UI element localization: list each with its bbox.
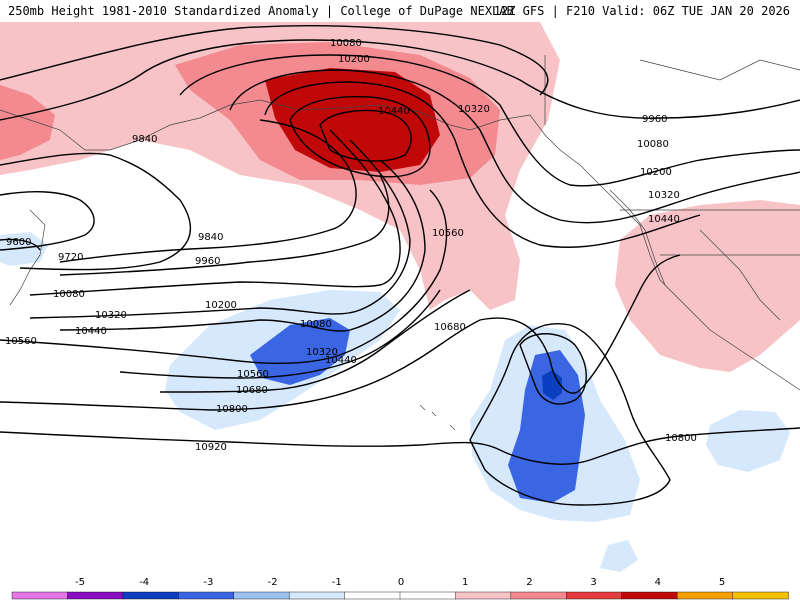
contour-label: 10440: [378, 106, 410, 117]
contour-label: 10080: [53, 289, 85, 300]
contour-label: 9720: [58, 252, 83, 263]
contour-label: 10800: [665, 433, 697, 444]
colorbar-tick-label: -5: [75, 577, 85, 588]
contour-label: 10440: [648, 214, 680, 225]
contour-label: 10320: [648, 190, 680, 201]
contour-label: 10200: [205, 300, 237, 311]
colorbar-tick-label: 0: [398, 577, 404, 588]
colorbar-segment: [399, 591, 457, 600]
negative-anomaly-shading: [0, 232, 790, 572]
positive-anomaly-shading: [0, 22, 800, 372]
map-title: 250mb Height 1981-2010 Standardized Anom…: [8, 4, 514, 18]
colorbar-segment: [566, 591, 623, 600]
contour-label: 10320: [95, 310, 127, 321]
anomaly-colorbar: -5 -4 -3 -2 -1 0 1 2 3 4 5: [11, 577, 789, 600]
colorbar-ticks: -5 -4 -3 -2 -1 0 1 2 3 4 5: [75, 577, 725, 588]
contour-label: 10560: [432, 228, 464, 239]
contour-label: 10560: [237, 369, 269, 380]
contour-label: 10680: [236, 385, 268, 396]
anomaly-map: 10080 10200 10440 10320 9960 10080 10200…: [0, 22, 800, 572]
contour-label: 9840: [132, 134, 157, 145]
colorbar-segment: [455, 591, 512, 600]
contour-label: 9960: [195, 256, 220, 267]
colorbar-tick-label: -3: [203, 577, 213, 588]
colorbar-segment: [11, 591, 69, 600]
colorbar-tick-label: 5: [719, 577, 725, 588]
contour-label: 9600: [6, 237, 31, 248]
contour-label: 10320: [306, 347, 338, 358]
contour-label: 10440: [75, 326, 107, 337]
colorbar-tick-label: 3: [590, 577, 596, 588]
colorbar-segment: [233, 591, 290, 600]
colorbar-tick-label: -4: [139, 577, 149, 588]
colorbar-segment: [732, 591, 789, 600]
contour-label: 10200: [338, 54, 370, 65]
coastlines: [0, 55, 800, 431]
colorbar-segment: [288, 591, 346, 600]
height-contours: [0, 25, 800, 506]
contour-label: 10920: [195, 442, 227, 453]
contour-label: 10200: [640, 167, 672, 178]
title-bar: 250mb Height 1981-2010 Standardized Anom…: [0, 0, 800, 22]
contour-label: 10440: [325, 355, 357, 366]
contour-label: 10680: [434, 322, 466, 333]
colorbar-segment: [122, 591, 179, 600]
model-valid-time: 12Z GFS | F210 Valid: 06Z TUE JAN 20 202…: [493, 4, 790, 18]
colorbar-segment: [510, 591, 567, 600]
contour-label: 10320: [458, 104, 490, 115]
colorbar-tick-label: 4: [655, 577, 661, 588]
colorbar-tick-label: -2: [268, 577, 278, 588]
contour-label: 10800: [216, 404, 248, 415]
colorbar-segment: [67, 591, 124, 600]
colorbar-segment: [344, 591, 401, 600]
contour-label: 10080: [637, 139, 669, 150]
contour-label: 9960: [642, 114, 667, 125]
colorbar-tick-label: 1: [462, 577, 468, 588]
colorbar-segment: [676, 591, 734, 600]
contour-label: 9840: [198, 232, 223, 243]
colorbar-segment: [178, 591, 235, 600]
colorbar-segment: [621, 591, 678, 600]
contour-labels: 10080 10200 10440 10320 9960 10080 10200…: [5, 38, 697, 453]
colorbar-tick-label: -1: [332, 577, 342, 588]
colorbar-tick-label: 2: [526, 577, 532, 588]
colorbar-segments: [11, 591, 789, 600]
contour-label: 10560: [5, 336, 37, 347]
contour-label: 10080: [330, 38, 362, 49]
contour-label: 10080: [300, 319, 332, 330]
